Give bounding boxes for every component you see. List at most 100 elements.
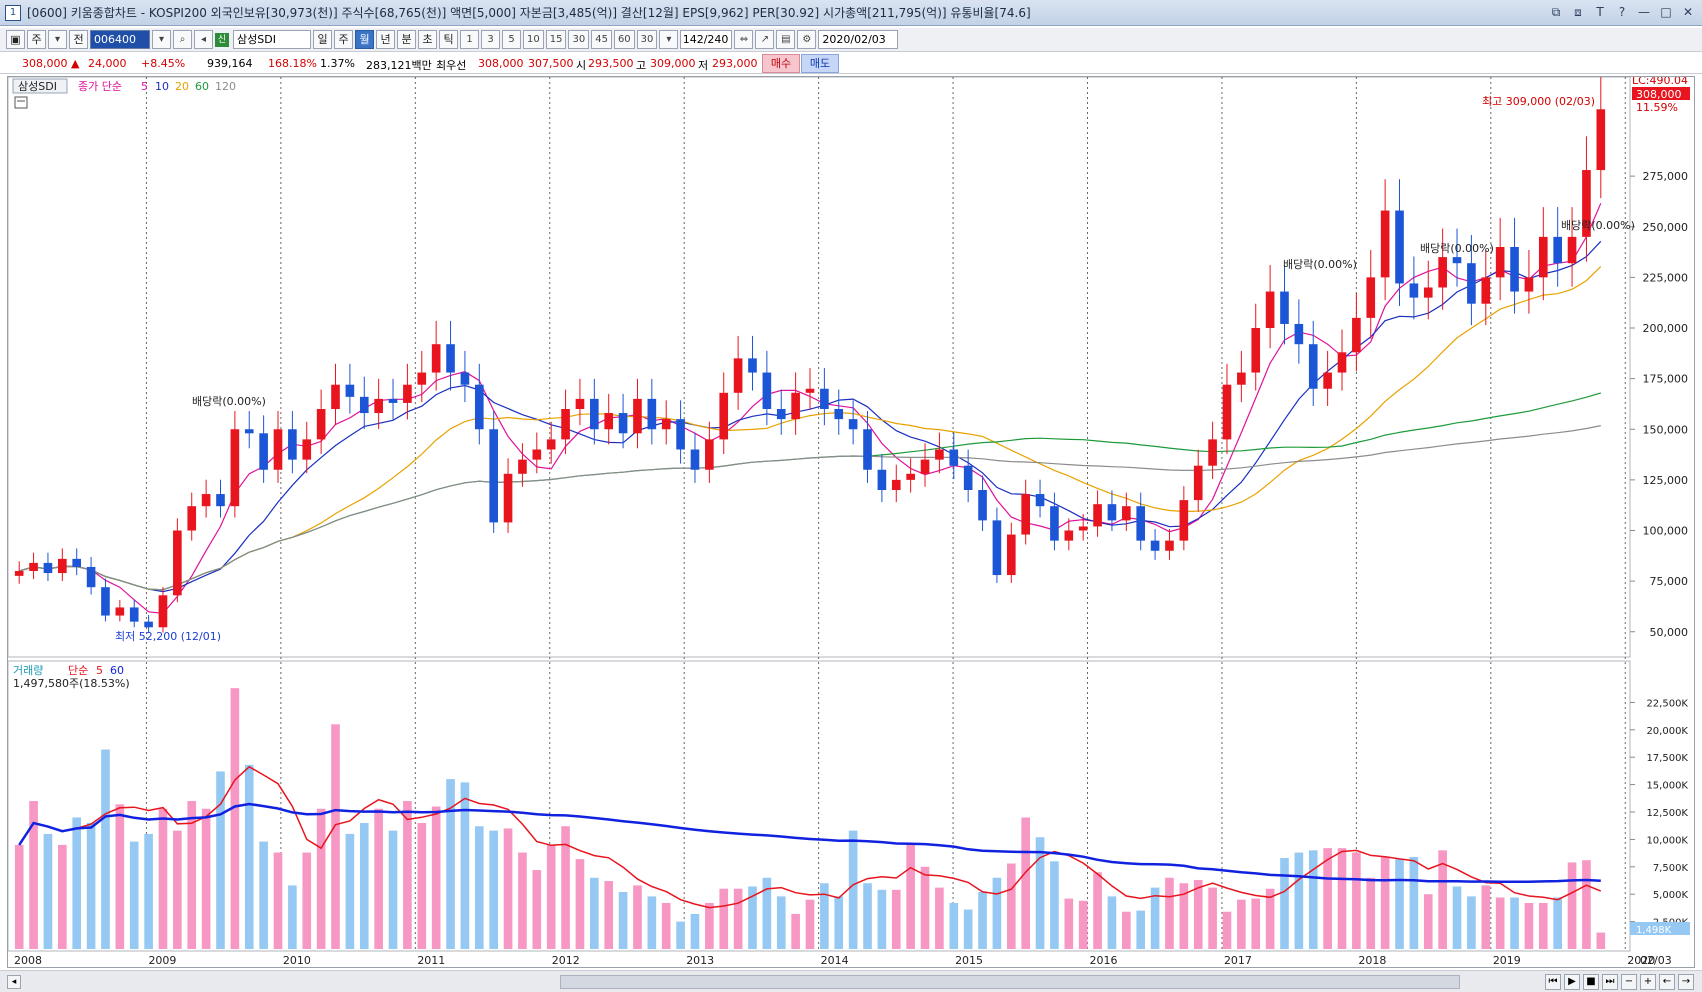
price-tick-label: 150,000: [1643, 423, 1689, 436]
interval-1[interactable]: 1: [460, 30, 479, 49]
volume-bar: [705, 902, 714, 949]
tab-week[interactable]: 주: [334, 30, 353, 49]
gear-icon[interactable]: ⚙: [797, 30, 817, 49]
font-icon[interactable]: T: [1596, 5, 1604, 19]
zoom-out-icon[interactable]: −: [1621, 974, 1637, 990]
last-icon[interactable]: ⏭: [1602, 974, 1618, 990]
volume-bar: [647, 896, 657, 949]
scroll-left-icon[interactable]: ◂: [7, 975, 21, 989]
search-icon[interactable]: ⌕: [173, 30, 192, 49]
candle-down: [474, 384, 484, 430]
interval-45[interactable]: 45: [591, 30, 612, 49]
code-dropdown-icon[interactable]: ▾: [152, 30, 171, 49]
open-price: 293,500: [588, 57, 634, 70]
calculator-icon[interactable]: [14, 96, 28, 109]
first-icon[interactable]: ⏮: [1545, 974, 1561, 990]
scroll-thumb[interactable]: [560, 975, 1460, 989]
volume-bar: [1308, 850, 1318, 949]
stock-code-input[interactable]: 006400: [90, 30, 150, 49]
price-tick-label: 175,000: [1643, 373, 1689, 386]
candle-up: [1078, 526, 1088, 531]
stop-icon[interactable]: ■: [1583, 974, 1599, 990]
tab-year[interactable]: 년: [376, 30, 395, 49]
x-axis-label: 2009: [148, 954, 176, 967]
candle-down: [259, 433, 268, 470]
volume-bar: [1093, 872, 1102, 949]
history-icon[interactable]: ◂: [194, 30, 213, 49]
buy-button[interactable]: 매수: [762, 54, 800, 73]
ma60-legend: 60: [195, 80, 209, 93]
volume-bar: [590, 877, 599, 949]
interval-10[interactable]: 10: [523, 30, 544, 49]
arrow-right-icon[interactable]: →: [1678, 974, 1694, 990]
display-count-field[interactable]: 142/240: [680, 30, 733, 49]
date-field[interactable]: 2020/02/03: [818, 30, 899, 49]
volume-bar: [244, 764, 254, 949]
stock-name-field[interactable]: 삼성SDI: [233, 30, 311, 49]
tab-second[interactable]: 초: [418, 30, 437, 49]
tab-tick[interactable]: 틱: [439, 30, 458, 49]
zoom-in-icon[interactable]: +: [1640, 974, 1656, 990]
zoom-icon[interactable]: ⇔: [734, 30, 754, 49]
interval-3[interactable]: 3: [481, 30, 500, 49]
chart-type-select[interactable]: 주: [27, 30, 46, 49]
tab-minute[interactable]: 분: [397, 30, 416, 49]
volume-bar: [1510, 897, 1519, 949]
interval-dropdown-icon[interactable]: ▾: [659, 30, 679, 49]
volume-bar: [101, 749, 110, 949]
candle-up: [891, 479, 901, 490]
volume-tick-label: 7,500K: [1653, 863, 1689, 874]
close-icon[interactable]: ✕: [1682, 5, 1694, 19]
volume-bar: [1107, 896, 1117, 949]
jeon-button[interactable]: 전: [69, 30, 88, 49]
play-icon[interactable]: ▶: [1564, 974, 1580, 990]
price-tick-label: 50,000: [1650, 626, 1689, 639]
restore-layout-icon[interactable]: ⧉: [1551, 5, 1561, 19]
horizontal-scrollbar[interactable]: ◂ ⏮ ▶ ■ ⏭ − + ← →: [0, 970, 1702, 992]
candle-up: [173, 530, 182, 596]
dividend-note-2018: 배당락(0.00%): [1420, 242, 1494, 255]
candle-up: [58, 558, 67, 574]
candle-up: [906, 473, 915, 480]
maximize-icon[interactable]: □: [1660, 5, 1672, 19]
candle-up: [187, 506, 197, 531]
volume-bar: [1395, 859, 1404, 949]
chart-settings-button[interactable]: ▣: [6, 30, 25, 49]
chart-svg[interactable]: 50,000 75,000 100,000 125,000 150,000 175,000…: [7, 71, 1696, 969]
bid-price: 307,500: [528, 57, 574, 70]
candle-down: [489, 429, 498, 523]
interval-30[interactable]: 30: [568, 30, 590, 49]
x-axis-label: 2016: [1090, 954, 1118, 967]
candle-down: [1050, 506, 1059, 541]
save-icon[interactable]: ▤: [776, 30, 796, 49]
price-change-pct: +8.45%: [141, 57, 186, 70]
chart-area[interactable]: 50,000 75,000 100,000 125,000 150,000 175,000…: [7, 71, 1696, 969]
tile-icon[interactable]: ⧈: [1574, 5, 1582, 19]
candle-down: [244, 429, 254, 434]
chart-toolbar: ▣ 주 ▾ 전 006400 ▾ ⌕ ◂ 신 삼성SDI 일 주 월 년 분 초…: [0, 28, 1702, 52]
minimize-icon[interactable]: —: [1638, 5, 1650, 19]
help-icon[interactable]: ?: [1618, 5, 1626, 19]
candle-down: [1308, 344, 1318, 389]
tab-day[interactable]: 일: [313, 30, 332, 49]
volume-bar: [1179, 883, 1189, 949]
candle-down: [1035, 494, 1045, 507]
ma120-line: [19, 425, 1601, 591]
high-price: 309,000: [650, 57, 696, 70]
volume-bar: [978, 892, 987, 949]
candle-down: [776, 409, 786, 420]
drawing-icon[interactable]: ↗: [755, 30, 775, 49]
interval-custom[interactable]: 30: [636, 30, 658, 49]
tab-month[interactable]: 월: [355, 30, 374, 49]
volume-bar: [201, 808, 211, 949]
candle-down: [1452, 257, 1462, 264]
interval-60[interactable]: 60: [613, 30, 635, 49]
chevron-down-icon[interactable]: ▾: [48, 30, 67, 49]
candle-down: [86, 566, 96, 588]
volume-bar: [1165, 877, 1174, 949]
interval-5[interactable]: 5: [502, 30, 521, 49]
ma120-legend: 120: [215, 80, 236, 93]
interval-15[interactable]: 15: [545, 30, 567, 49]
sell-button[interactable]: 매도: [801, 54, 839, 73]
arrow-left-icon[interactable]: ←: [1659, 974, 1675, 990]
